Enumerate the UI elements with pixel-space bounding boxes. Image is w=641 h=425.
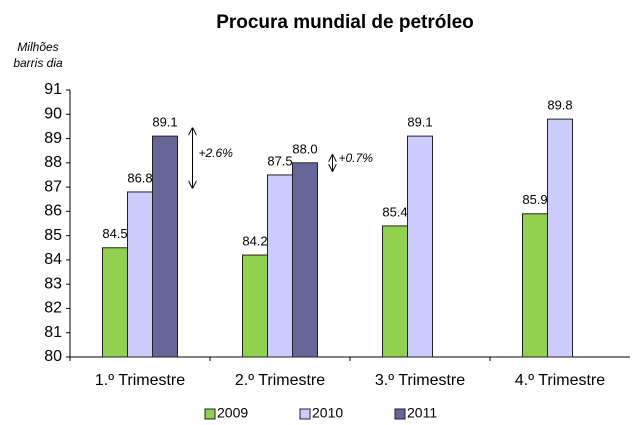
legend-label: 2011 — [407, 405, 437, 421]
annotation: +0.7% — [339, 151, 374, 165]
bar — [152, 135, 178, 358]
y-tick-label: 81 — [44, 324, 62, 341]
chart-title: Procura mundial de petróleo — [216, 12, 474, 33]
data-label: 84.2 — [242, 233, 267, 248]
legend-swatch — [204, 408, 216, 420]
y-tick-label: 86 — [44, 203, 62, 220]
bar — [267, 174, 293, 358]
annotation: +2.6% — [199, 146, 234, 160]
data-label: 89.1 — [407, 115, 432, 130]
legend-swatch — [299, 408, 311, 420]
bar — [102, 247, 128, 358]
data-label: 85.4 — [382, 204, 407, 219]
x-tick-label: 3.º Trimestre — [375, 372, 465, 389]
y-axis-label: barris dia — [13, 56, 63, 70]
y-tick-label: 89 — [44, 130, 62, 147]
bar — [547, 118, 573, 358]
bar — [407, 135, 433, 358]
x-tick-label: 1.º Trimestre — [95, 372, 185, 389]
legend-label: 2009 — [217, 405, 248, 421]
y-tick-label: 85 — [44, 227, 62, 244]
data-label: 86.8 — [127, 170, 152, 185]
bar — [382, 225, 408, 358]
data-label: 84.5 — [102, 226, 127, 241]
y-tick-label: 80 — [44, 348, 62, 365]
y-tick-label: 88 — [44, 154, 62, 171]
bar — [242, 254, 268, 358]
data-label: 87.5 — [267, 153, 292, 168]
y-tick-label: 87 — [44, 178, 62, 195]
y-axis-label: Milhões — [17, 40, 58, 54]
y-tick-label: 90 — [44, 105, 62, 122]
y-tick-label: 84 — [44, 251, 62, 268]
data-label: 89.1 — [152, 115, 177, 130]
x-tick-label: 4.º Trimestre — [515, 372, 605, 389]
y-tick-label: 91 — [44, 81, 62, 98]
bar — [292, 162, 318, 358]
legend-swatch — [394, 408, 406, 420]
data-label: 88.0 — [292, 141, 317, 156]
y-tick-label: 83 — [44, 275, 62, 292]
y-tick-label: 82 — [44, 300, 62, 317]
legend-label: 2010 — [312, 405, 343, 421]
bar — [522, 213, 548, 358]
data-label: 85.9 — [522, 192, 547, 207]
x-tick-label: 2.º Trimestre — [235, 372, 325, 389]
bar — [127, 191, 153, 358]
data-label: 89.8 — [547, 98, 572, 113]
